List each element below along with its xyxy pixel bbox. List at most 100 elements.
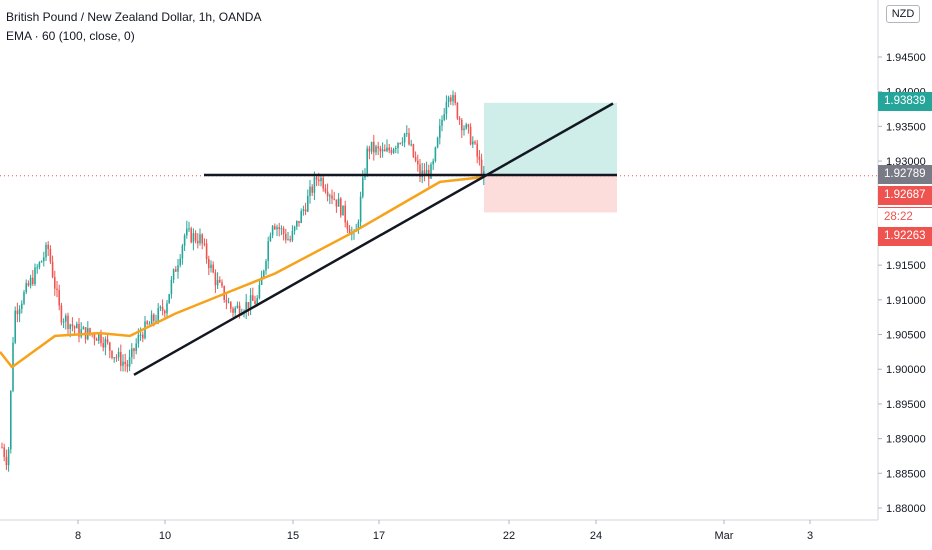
candle-body — [186, 228, 188, 236]
candle-body — [276, 227, 278, 230]
candle-body — [25, 283, 27, 293]
candle-body — [197, 240, 199, 244]
candle-body — [359, 196, 362, 223]
candle-body — [331, 195, 333, 199]
candle-body — [467, 124, 470, 127]
candle-body — [480, 159, 483, 177]
candle-body — [311, 186, 313, 193]
candle-body — [344, 205, 346, 223]
candle-body — [320, 177, 322, 182]
ema-price-tag: 1.92687 — [878, 186, 932, 205]
x-tick-label: 3 — [807, 530, 813, 542]
currency-badge[interactable]: NZD — [886, 5, 920, 23]
candle-body — [307, 195, 309, 212]
candle-body — [73, 326, 76, 329]
candle-body — [7, 449, 10, 466]
candle-body — [447, 97, 450, 103]
candle-body — [51, 261, 54, 278]
candle-body — [408, 133, 410, 145]
candle-body — [190, 228, 192, 243]
x-tick-label: 8 — [75, 530, 81, 542]
candle-body — [269, 235, 272, 242]
y-tick-label: 1.90000 — [886, 364, 926, 376]
candle-body — [139, 334, 142, 336]
candle-body — [208, 259, 210, 269]
candle-body — [282, 228, 285, 235]
candle-body — [199, 234, 201, 244]
candle-body — [49, 248, 52, 262]
candle-body — [375, 146, 377, 153]
candle-body — [100, 333, 102, 344]
candle-body — [67, 315, 69, 329]
candle-body — [252, 295, 254, 301]
candle-body — [221, 282, 223, 286]
x-tick-label: Mar — [715, 530, 734, 542]
candle-body — [419, 164, 421, 178]
candle-body — [115, 357, 118, 359]
candle-body — [113, 357, 115, 359]
candle-body — [78, 323, 80, 337]
candle-body — [157, 308, 159, 321]
candle-body — [326, 191, 329, 197]
candle-body — [18, 308, 21, 315]
candle-body — [403, 133, 406, 143]
candle-body — [104, 339, 107, 348]
candle-body — [3, 447, 5, 457]
support-trendline — [133, 102, 614, 376]
x-tick-label: 10 — [159, 530, 171, 542]
chart-legend: British Pound / New Zealand Dollar, 1h, … — [6, 8, 261, 46]
candle-body — [454, 95, 456, 103]
countdown-tag: 28:22 — [878, 207, 932, 226]
candle-body — [322, 177, 324, 189]
candle-body — [150, 314, 153, 324]
y-tick-label: 1.89500 — [886, 399, 926, 411]
candle-body — [406, 133, 408, 135]
candle-body — [373, 141, 375, 153]
candle-body — [337, 198, 340, 207]
candle-body — [472, 141, 474, 145]
candle-body — [271, 226, 274, 236]
candle-body — [296, 220, 298, 227]
candle-body — [432, 160, 434, 165]
y-tick-label: 1.91500 — [886, 260, 926, 272]
candle-body — [397, 143, 399, 148]
candle-body — [89, 328, 91, 334]
candle-body — [474, 141, 476, 144]
candle-body — [329, 195, 331, 197]
candle-body — [54, 277, 56, 289]
candle-body — [285, 234, 287, 240]
candle-body — [392, 149, 395, 153]
candle-body — [98, 333, 100, 341]
candle-body — [225, 299, 228, 303]
candle-body — [166, 303, 168, 314]
candle-body — [137, 334, 140, 344]
candle-body — [212, 264, 214, 273]
candle-body — [38, 262, 41, 268]
y-tick-label: 1.90500 — [886, 330, 926, 342]
candle-body — [423, 170, 426, 176]
stop-price-tag: 1.92263 — [878, 227, 932, 246]
candle-body — [318, 179, 320, 182]
candle-body — [80, 329, 82, 337]
candle-body — [245, 301, 247, 312]
candle-body — [109, 342, 111, 351]
candle-body — [16, 310, 19, 315]
candle-body — [289, 239, 291, 241]
indicator-label: EMA · 60 (100, close, 0) — [6, 29, 135, 43]
candle-body — [62, 321, 65, 323]
candle-body — [450, 97, 452, 102]
candle-body — [23, 292, 25, 304]
candle-body — [183, 235, 186, 246]
candle-body — [256, 298, 258, 304]
candle-body — [401, 142, 404, 144]
candle-body — [298, 220, 300, 223]
candle-body — [76, 323, 78, 329]
candle-body — [439, 125, 441, 138]
candle-body — [45, 244, 47, 258]
candle-body — [111, 350, 113, 358]
candle-body — [159, 306, 162, 309]
candle-body — [146, 321, 148, 324]
candle-body — [227, 302, 230, 304]
candle-body — [346, 222, 349, 230]
